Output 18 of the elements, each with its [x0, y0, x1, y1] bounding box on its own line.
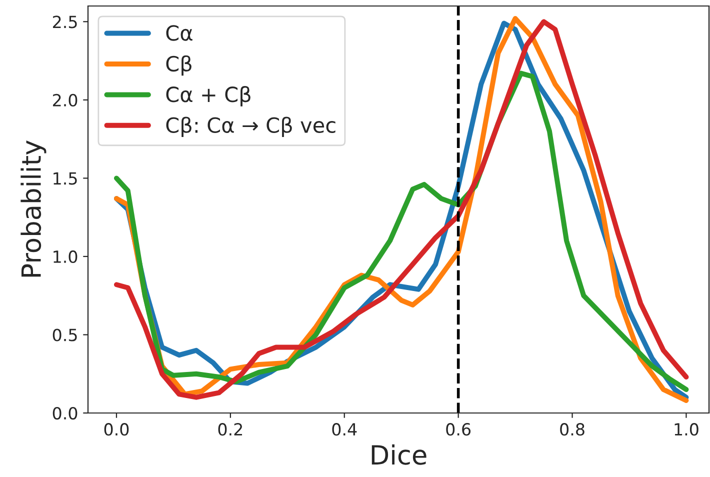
x-tick-label: 1.0 [674, 423, 698, 436]
x-axis-title: Dice [372, 444, 426, 465]
x-tick-label: 0.6 [446, 423, 471, 436]
y-tick-label: 2.5 [52, 16, 77, 28]
y-tick-label: 1.0 [54, 250, 78, 264]
x-tick-label: 0.0 [104, 423, 129, 436]
legend-label: Cβ [166, 55, 192, 76]
y-axis-title: Probability [20, 140, 46, 277]
y-tick-label: 1.5 [54, 172, 77, 185]
x-tick-label: 0.2 [218, 423, 242, 436]
legend-label: Cα + Cβ [166, 86, 250, 106]
y-tick-label: 0.5 [52, 328, 77, 342]
legend-label: Cα [166, 25, 192, 41]
y-tick-label: 0.0 [52, 406, 78, 420]
x-tick-label: 0.4 [332, 423, 357, 436]
legend-label: Cβ: Cα → Cβ vec [166, 116, 336, 138]
x-tick-label: 0.8 [560, 423, 584, 436]
y-tick-label: 2.0 [52, 94, 78, 106]
